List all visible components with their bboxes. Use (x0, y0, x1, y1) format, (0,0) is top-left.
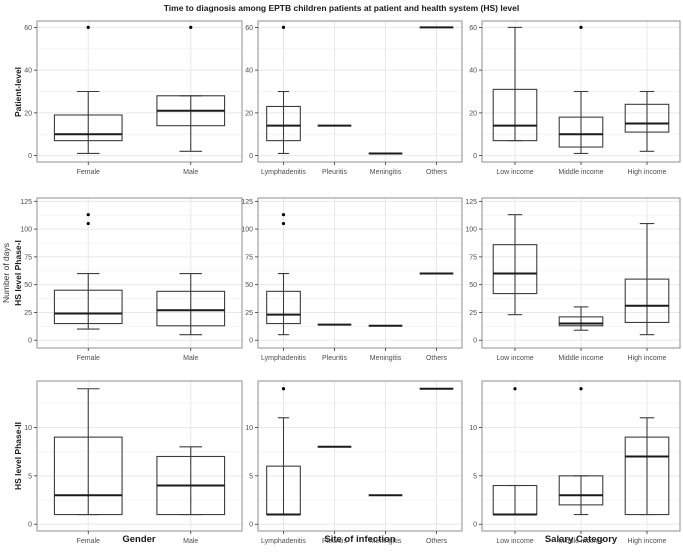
svg-text:0: 0 (473, 338, 477, 345)
svg-text:50: 50 (469, 282, 477, 289)
svg-text:25: 25 (469, 310, 477, 317)
svg-text:100: 100 (241, 227, 253, 234)
svg-text:Lymphadenitis: Lymphadenitis (261, 538, 306, 545)
svg-text:Male: Male (183, 538, 198, 545)
panel-hs-phase1-site-of-infection: 0 25 50 75 100 125 Lymphadenitis Pleuritis Menin… (232, 194, 465, 366)
svg-text:75: 75 (245, 254, 253, 261)
svg-text:Male: Male (183, 355, 198, 362)
svg-text:Middle income: Middle income (558, 355, 603, 362)
panel-hs-phase2-site-of-infection: 0 5 10 Lymphadenitis Pleuritis Meningitis Othe… (232, 377, 465, 549)
svg-text:Low income: Low income (496, 538, 533, 545)
svg-text:Meningitis: Meningitis (370, 169, 402, 176)
svg-text:20: 20 (245, 110, 253, 117)
panel-patient-level-gender: 0 20 40 60 Female Male (11, 17, 245, 180)
svg-text:Lymphadenitis: Lymphadenitis (261, 169, 306, 176)
svg-text:75: 75 (24, 254, 32, 261)
svg-text:40: 40 (24, 68, 32, 75)
panel-patient-level-salary-category: 0 20 40 60 Low income Middle income High incom… (456, 17, 683, 180)
svg-text:Male: Male (183, 169, 198, 176)
svg-text:Others: Others (426, 355, 448, 362)
svg-text:50: 50 (24, 282, 32, 289)
svg-text:40: 40 (469, 68, 477, 75)
panel-hs-phase2-gender: 0 5 10 Female Male (11, 377, 245, 549)
svg-text:10: 10 (245, 425, 253, 432)
svg-text:0: 0 (28, 522, 32, 529)
svg-text:5: 5 (249, 473, 253, 480)
svg-text:5: 5 (473, 473, 477, 480)
panel-hs-phase1-gender: 0 25 50 75 100 125 Female Male (11, 194, 245, 366)
svg-text:40: 40 (245, 68, 253, 75)
svg-text:High income: High income (628, 169, 667, 176)
svg-text:Pleuritis: Pleuritis (322, 538, 347, 545)
svg-text:10: 10 (24, 425, 32, 432)
svg-text:125: 125 (465, 199, 477, 206)
svg-text:Pleuritis: Pleuritis (322, 355, 347, 362)
svg-text:Female: Female (77, 538, 100, 545)
svg-text:0: 0 (249, 522, 253, 529)
svg-text:Others: Others (426, 169, 448, 176)
svg-text:20: 20 (24, 110, 32, 117)
svg-text:High income: High income (628, 355, 667, 362)
svg-text:0: 0 (28, 338, 32, 345)
svg-text:60: 60 (24, 25, 32, 32)
svg-text:100: 100 (465, 227, 477, 234)
svg-text:125: 125 (241, 199, 253, 206)
svg-text:50: 50 (245, 282, 253, 289)
svg-text:100: 100 (20, 227, 32, 234)
svg-text:Female: Female (77, 169, 100, 176)
svg-text:0: 0 (473, 153, 477, 160)
svg-text:0: 0 (249, 338, 253, 345)
svg-text:Meningitis: Meningitis (370, 355, 402, 362)
svg-text:20: 20 (469, 110, 477, 117)
svg-text:Middle income: Middle income (558, 169, 603, 176)
svg-text:60: 60 (469, 25, 477, 32)
svg-text:Meningitis: Meningitis (370, 538, 402, 545)
svg-text:10: 10 (469, 425, 477, 432)
svg-text:0: 0 (473, 522, 477, 529)
svg-text:5: 5 (28, 473, 32, 480)
panel-hs-phase2-salary-category: 0 5 10 Low income Middle income High income (456, 377, 683, 549)
svg-text:High income: High income (628, 538, 667, 545)
x-axis-label-gender: Gender (122, 534, 156, 545)
svg-text:75: 75 (469, 254, 477, 261)
svg-text:Others: Others (426, 538, 448, 545)
svg-text:Pleuritis: Pleuritis (322, 169, 347, 176)
svg-text:Low income: Low income (496, 355, 533, 362)
x-axis-label-salary-category: Salary Category (544, 534, 618, 545)
y-axis-label-number-of-days: Number of days (1, 243, 11, 303)
svg-text:25: 25 (24, 310, 32, 317)
svg-text:0: 0 (28, 153, 32, 160)
svg-text:Female: Female (77, 355, 100, 362)
svg-text:125: 125 (20, 199, 32, 206)
x-axis-label-site-of-infection: Site of infection (324, 534, 396, 545)
panel-hs-phase1-salary-category: 0 25 50 75 100 125 Low income Middle income High… (456, 194, 683, 366)
svg-text:25: 25 (245, 310, 253, 317)
svg-text:0: 0 (249, 153, 253, 160)
chart-title: Time to diagnosis among EPTB children pa… (163, 3, 520, 13)
svg-text:Lymphadenitis: Lymphadenitis (261, 355, 306, 362)
svg-text:Low income: Low income (496, 169, 533, 176)
svg-text:60: 60 (245, 25, 253, 32)
svg-text:Middle income: Middle income (558, 538, 603, 545)
panel-patient-level-site-of-infection: 0 20 40 60 Lymphadenitis Pleuritis Meningitis O… (232, 17, 465, 180)
